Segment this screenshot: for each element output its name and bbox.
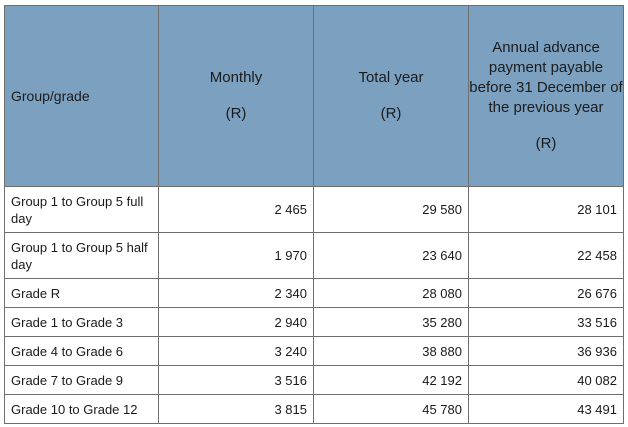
row-total-year-value: 29 580 (313, 186, 469, 233)
row-total-year-value: 28 080 (313, 278, 469, 308)
row-annual-advance-value: 28 101 (468, 186, 624, 233)
row-group-label: Grade 4 to Grade 6 (4, 336, 159, 366)
table-row: Group 1 to Group 5 full day 2 465 29 580… (4, 186, 624, 233)
row-total-year-value: 45 780 (313, 394, 469, 424)
row-annual-advance-value: 22 458 (468, 232, 624, 279)
header-annual-advance: Annual advance payment payable before 31… (468, 5, 624, 187)
row-monthly-value: 1 970 (158, 232, 314, 279)
table-row: Grade 7 to Grade 9 3 516 42 192 40 082 (4, 365, 624, 395)
header-monthly-label: Monthly (209, 69, 263, 86)
header-row: Group/grade Monthly (R) Total year (R) A… (4, 5, 624, 187)
row-group-label: Group 1 to Group 5 half day (4, 232, 159, 279)
table-row: Group 1 to Group 5 half day 1 970 23 640… (4, 232, 624, 279)
fee-table: Group/grade Monthly (R) Total year (R) A… (4, 5, 624, 424)
header-total-year-unit: (R) (380, 105, 402, 122)
row-group-label: Group 1 to Group 5 full day (4, 186, 159, 233)
header-total-year-label: Total year (358, 69, 424, 86)
row-annual-advance-value: 26 676 (468, 278, 624, 308)
row-total-year-value: 42 192 (313, 365, 469, 395)
header-annual-advance-label: Annual advance payment payable before 31… (469, 39, 623, 116)
header-annual-advance-unit: (R) (535, 135, 557, 152)
row-group-label: Grade 7 to Grade 9 (4, 365, 159, 395)
table-row: Grade 4 to Grade 6 3 240 38 880 36 936 (4, 336, 624, 366)
table-row: Grade 10 to Grade 12 3 815 45 780 43 491 (4, 394, 624, 424)
row-monthly-value: 3 516 (158, 365, 314, 395)
row-total-year-value: 38 880 (313, 336, 469, 366)
row-monthly-value: 3 240 (158, 336, 314, 366)
fee-table-container: Group/grade Monthly (R) Total year (R) A… (4, 5, 624, 424)
row-annual-advance-value: 40 082 (468, 365, 624, 395)
table-row: Grade 1 to Grade 3 2 940 35 280 33 516 (4, 307, 624, 337)
row-group-label: Grade 10 to Grade 12 (4, 394, 159, 424)
row-annual-advance-value: 33 516 (468, 307, 624, 337)
row-group-label: Grade 1 to Grade 3 (4, 307, 159, 337)
row-monthly-value: 2 940 (158, 307, 314, 337)
row-group-label: Grade R (4, 278, 159, 308)
header-monthly-unit: (R) (225, 105, 247, 122)
header-group-grade-label: Group/grade (11, 88, 90, 104)
header-group-grade: Group/grade (4, 5, 159, 187)
header-total-year: Total year (R) (313, 5, 469, 187)
table-row: Grade R 2 340 28 080 26 676 (4, 278, 624, 308)
row-annual-advance-value: 36 936 (468, 336, 624, 366)
row-monthly-value: 2 465 (158, 186, 314, 233)
row-monthly-value: 3 815 (158, 394, 314, 424)
row-total-year-value: 35 280 (313, 307, 469, 337)
header-monthly: Monthly (R) (158, 5, 314, 187)
row-annual-advance-value: 43 491 (468, 394, 624, 424)
row-total-year-value: 23 640 (313, 232, 469, 279)
row-monthly-value: 2 340 (158, 278, 314, 308)
